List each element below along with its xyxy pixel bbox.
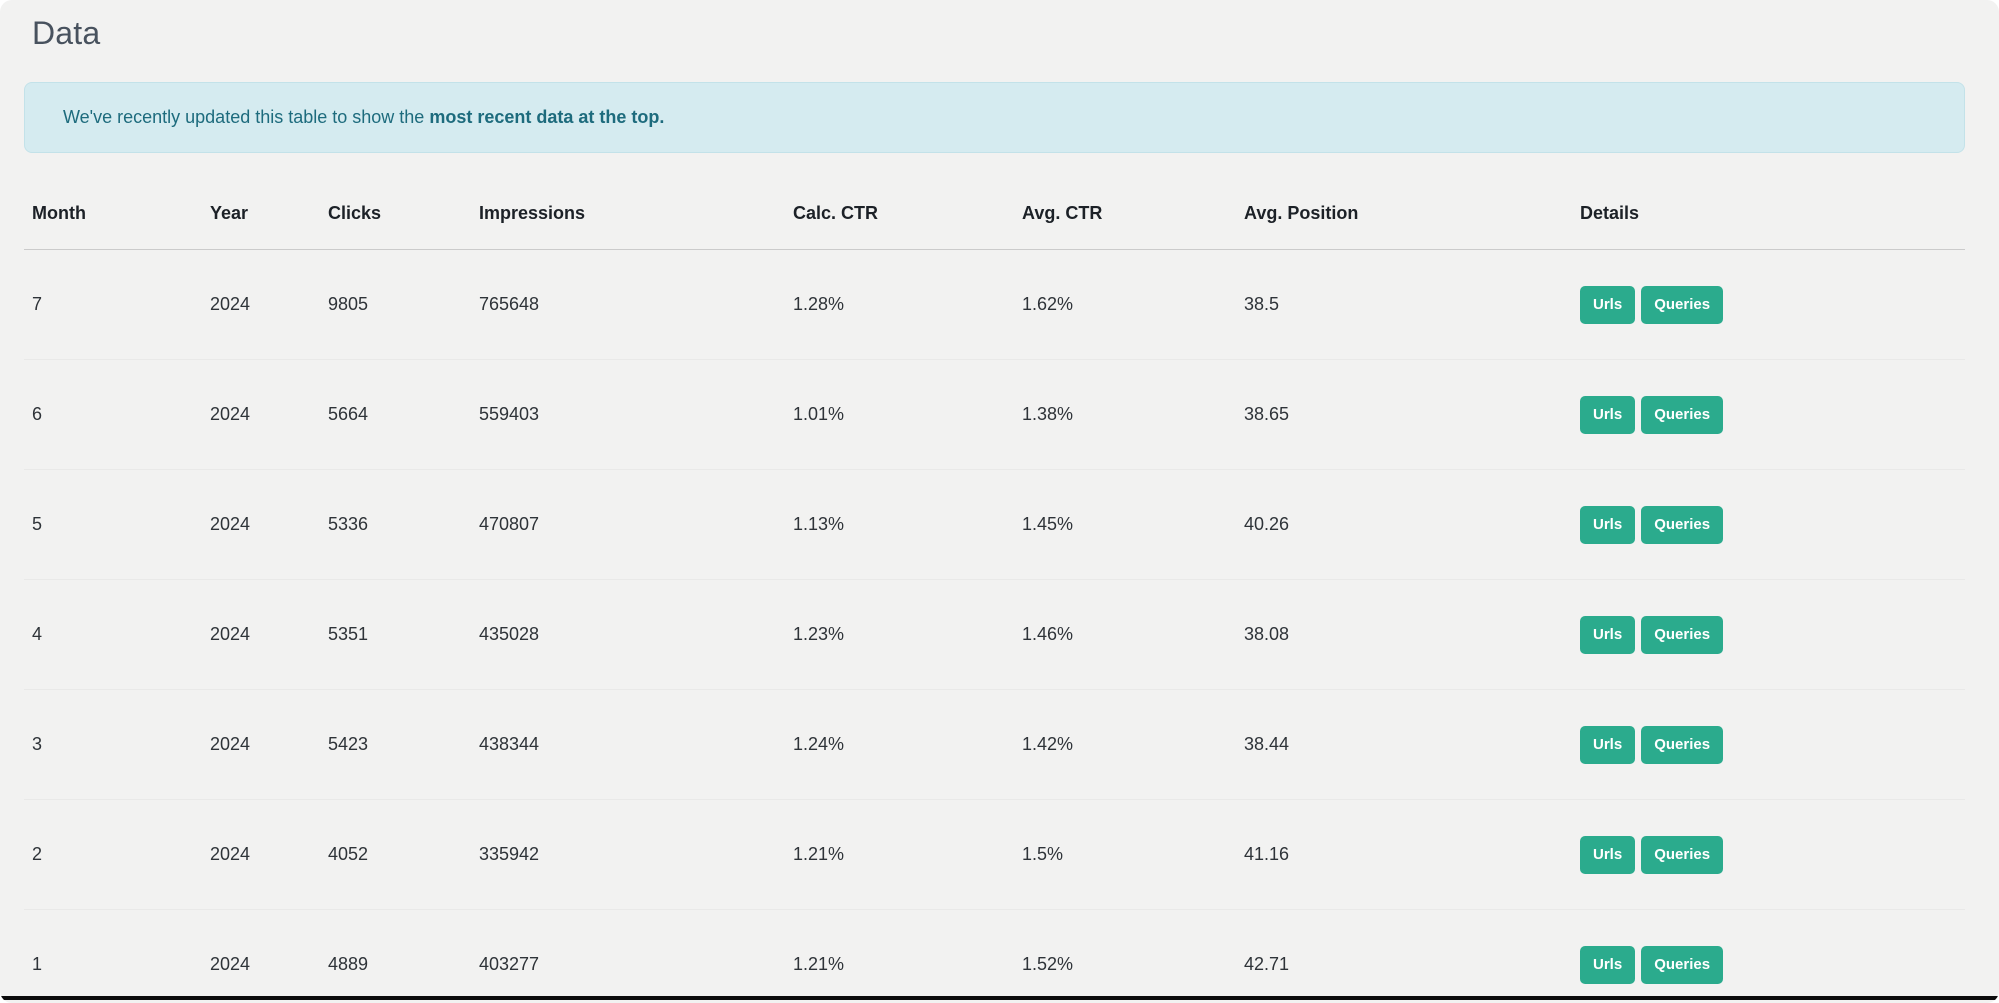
cell-avg_position: 38.44 <box>1236 689 1572 800</box>
cell-avg_ctr: 1.52% <box>1014 909 1236 1003</box>
cell-details: Urls Queries <box>1572 799 1965 910</box>
cell-details: Urls Queries <box>1572 359 1965 470</box>
cell-avg_ctr: 1.5% <box>1014 799 1236 910</box>
cell-impressions: 765648 <box>471 249 785 360</box>
cell-year: 2024 <box>202 249 320 360</box>
cell-calc_ctr: 1.23% <box>785 579 1014 690</box>
cell-month: 3 <box>24 689 202 800</box>
cell-avg_position: 41.16 <box>1236 799 1572 910</box>
cell-month: 1 <box>24 909 202 1003</box>
cell-calc_ctr: 1.01% <box>785 359 1014 470</box>
cell-avg_ctr: 1.46% <box>1014 579 1236 690</box>
cell-clicks: 4052 <box>320 799 471 910</box>
column-header-clicks: Clicks <box>328 203 382 223</box>
table-row: 6 2024 5664 559403 1.01% 1.38% 38.65 Urls Querie… <box>24 359 1965 470</box>
cell-avg_position: 38.65 <box>1236 359 1572 470</box>
cell-year: 2024 <box>202 909 320 1003</box>
cell-impressions: 559403 <box>471 359 785 470</box>
cell-impressions: 470807 <box>471 469 785 580</box>
queries-button[interactable]: Queries <box>1641 395 1724 434</box>
urls-button[interactable]: Urls <box>1580 725 1636 764</box>
cell-calc_ctr: 1.21% <box>785 799 1014 910</box>
cell-clicks: 5351 <box>320 579 471 690</box>
urls-button[interactable]: Urls <box>1580 395 1636 434</box>
cell-avg_ctr: 1.38% <box>1014 359 1236 470</box>
cell-month: 6 <box>24 359 202 470</box>
cell-details: Urls Queries <box>1572 909 1965 1003</box>
queries-button[interactable]: Queries <box>1641 725 1724 764</box>
urls-button[interactable]: Urls <box>1580 615 1636 654</box>
queries-button[interactable]: Queries <box>1641 945 1724 984</box>
table-header-row: Month Year Clicks Impressions Calc. CTR Avg. … <box>24 153 1965 250</box>
table-row: 7 2024 9805 765648 1.28% 1.62% 38.5 Urls Queries <box>24 249 1965 360</box>
column-header-avg_position: Avg. Position <box>1244 203 1359 223</box>
column-header-month: Month <box>32 203 86 223</box>
queries-button[interactable]: Queries <box>1641 285 1724 324</box>
cell-month: 2 <box>24 799 202 910</box>
urls-button[interactable]: Urls <box>1580 945 1636 984</box>
cell-year: 2024 <box>202 579 320 690</box>
cell-clicks: 4889 <box>320 909 471 1003</box>
urls-button[interactable]: Urls <box>1580 285 1636 324</box>
column-header-impressions: Impressions <box>479 203 586 223</box>
cell-year: 2024 <box>202 689 320 800</box>
cell-impressions: 438344 <box>471 689 785 800</box>
cell-year: 2024 <box>202 469 320 580</box>
table-row: 3 2024 5423 438344 1.24% 1.42% 38.44 Urls Querie… <box>24 689 1965 800</box>
table-row: 5 2024 5336 470807 1.13% 1.45% 40.26 Urls Querie… <box>24 469 1965 580</box>
cell-impressions: 335942 <box>471 799 785 910</box>
column-header-calc_ctr: Calc. CTR <box>793 203 879 223</box>
cell-clicks: 5423 <box>320 689 471 800</box>
content-area: Data We've recently updated this table t… <box>0 14 1999 1003</box>
cell-clicks: 5664 <box>320 359 471 470</box>
table-row: 4 2024 5351 435028 1.23% 1.46% 38.08 Urls Querie… <box>24 579 1965 690</box>
cell-avg_position: 40.26 <box>1236 469 1572 580</box>
column-header-year: Year <box>210 203 249 223</box>
table-row: 2 2024 4052 335942 1.21% 1.5% 41.16 Urls Queries <box>24 799 1965 910</box>
data-table: Month Year Clicks Impressions Calc. CTR Avg. … <box>24 153 1965 1003</box>
cell-avg_position: 38.5 <box>1236 249 1572 360</box>
cell-calc_ctr: 1.21% <box>785 909 1014 1003</box>
cell-avg_ctr: 1.45% <box>1014 469 1236 580</box>
page-title: Data <box>32 15 101 51</box>
cell-calc_ctr: 1.13% <box>785 469 1014 580</box>
cell-clicks: 9805 <box>320 249 471 360</box>
cell-details: Urls Queries <box>1572 469 1965 580</box>
table-row: 1 2024 4889 403277 1.21% 1.52% 42.71 Urls Querie… <box>24 909 1965 1003</box>
cell-month: 4 <box>24 579 202 690</box>
info-banner: We've recently updated this table to sho… <box>24 82 1965 153</box>
cell-impressions: 435028 <box>471 579 785 690</box>
queries-button[interactable]: Queries <box>1641 615 1724 654</box>
urls-button[interactable]: Urls <box>1580 835 1636 874</box>
cell-details: Urls Queries <box>1572 579 1965 690</box>
queries-button[interactable]: Queries <box>1641 505 1724 544</box>
cell-calc_ctr: 1.24% <box>785 689 1014 800</box>
cell-calc_ctr: 1.28% <box>785 249 1014 360</box>
cell-month: 5 <box>24 469 202 580</box>
info-banner-text-bold: most recent data at the top. <box>429 107 665 127</box>
column-header-avg_ctr: Avg. CTR <box>1022 203 1103 223</box>
cell-clicks: 5336 <box>320 469 471 580</box>
info-banner-text: We've recently updated this table to sho… <box>63 107 430 127</box>
cell-details: Urls Queries <box>1572 249 1965 360</box>
queries-button[interactable]: Queries <box>1641 835 1724 874</box>
cell-impressions: 403277 <box>471 909 785 1003</box>
viewport-bottom-edge <box>0 996 1999 1000</box>
cell-avg_ctr: 1.42% <box>1014 689 1236 800</box>
cell-avg_position: 38.08 <box>1236 579 1572 690</box>
urls-button[interactable]: Urls <box>1580 505 1636 544</box>
cell-month: 7 <box>24 249 202 360</box>
cell-avg_position: 42.71 <box>1236 909 1572 1003</box>
cell-year: 2024 <box>202 359 320 470</box>
column-header-details: Details <box>1580 203 1640 223</box>
cell-year: 2024 <box>202 799 320 910</box>
cell-avg_ctr: 1.62% <box>1014 249 1236 360</box>
cell-details: Urls Queries <box>1572 689 1965 800</box>
